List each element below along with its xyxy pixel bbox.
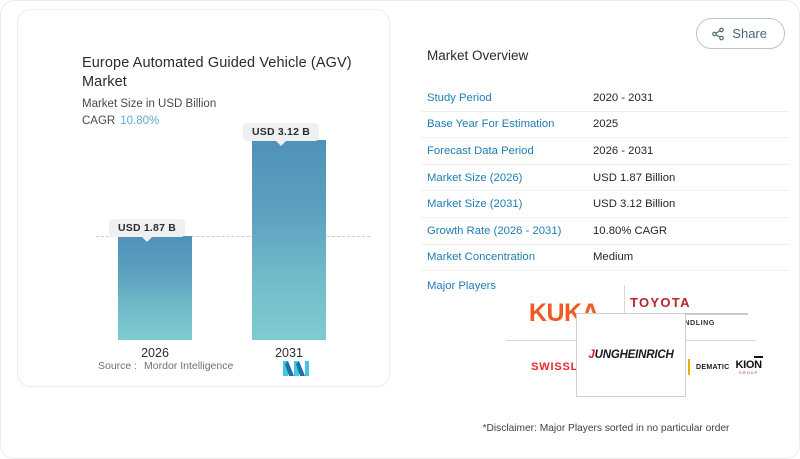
cagr-label: CAGR: [82, 115, 116, 127]
chart-source: Source : Mordor Intelligence: [98, 360, 233, 372]
major-players-logo-grid: KUKA TOYOTA MATERIAL HANDLING SWISSLOG J…: [506, 285, 763, 397]
row-value: USD 1.87 Billion: [593, 171, 676, 184]
mordor-intelligence-logo: [283, 361, 309, 376]
disclaimer-text: *Disclaimer: Major Players sorted in no …: [482, 423, 730, 434]
row-value: 2020 - 2031: [593, 91, 654, 104]
dematic-accent-bar: [688, 359, 690, 375]
kion-logo-bar: [753, 356, 763, 358]
kion-group-logo: KION GROUP: [735, 356, 763, 375]
table-row: Market Size (2031) USD 3.12 Billion: [421, 191, 789, 218]
kion-logo-name: KION: [735, 359, 762, 371]
row-key: Base Year For Estimation: [427, 118, 555, 131]
source-name: Mordor Intelligence: [144, 360, 234, 372]
table-row: Study Period 2020 - 2031: [421, 85, 789, 112]
table-row: Market Concentration Medium: [421, 245, 789, 272]
row-key: Market Size (2026): [427, 171, 523, 184]
row-key: Market Size (2031): [427, 198, 523, 211]
kion-logo-subtitle: GROUP: [739, 371, 759, 375]
row-value: USD 3.12 Billion: [593, 198, 676, 211]
share-icon: [712, 27, 725, 40]
row-value: Medium: [593, 251, 634, 264]
major-players-row: Major Players: [421, 271, 789, 301]
bar-label-2026: USD 1.87 B: [109, 219, 186, 242]
cagr-row: CAGR 10.80%: [82, 115, 159, 127]
row-key: Market Concentration: [427, 251, 535, 264]
cagr-value: 10.80%: [120, 115, 160, 127]
jungheinrich-logo: JUNGHEINRICH: [576, 313, 686, 397]
market-overview-table: Study Period 2020 - 2031 Base Year For E…: [421, 85, 789, 301]
row-value: 2025: [593, 118, 619, 131]
bar-2026[interactable]: [118, 236, 192, 340]
table-row: Forecast Data Period 2026 - 2031: [421, 138, 789, 165]
row-value: 2026 - 2031: [593, 144, 654, 157]
market-overview-title: Market Overview: [427, 48, 529, 63]
row-key: Forecast Data Period: [427, 144, 534, 157]
table-row: Growth Rate (2026 - 2031) 10.80% CAGR: [421, 218, 789, 245]
jungheinrich-logo-mark: J: [588, 349, 595, 361]
bar-label-2031: USD 3.12 B: [243, 123, 320, 146]
chart-title: Europe Automated Guided Vehicle (AGV) Ma…: [82, 55, 352, 90]
row-key: Study Period: [427, 91, 492, 104]
row-key: Growth Rate (2026 - 2031): [427, 224, 562, 237]
table-row: Market Size (2026) USD 1.87 Billion: [421, 165, 789, 192]
toyota-logo-rule: [630, 313, 748, 315]
row-value: 10.80% CAGR: [593, 224, 668, 237]
source-label: Source :: [98, 360, 138, 372]
toyota-logo-name: TOYOTA: [630, 295, 691, 310]
x-axis-tick-2031: 2031: [275, 346, 303, 360]
bar-chart-plot-area: USD 1.87 B USD 3.12 B 2026 2031: [82, 123, 372, 360]
share-button-label: Share: [732, 26, 767, 41]
jungheinrich-logo-text: JUNGHEINRICH: [588, 349, 673, 361]
jungheinrich-logo-word: UNGHEINRICH: [594, 349, 674, 361]
reference-dashed-line: [96, 236, 370, 237]
bar-2031[interactable]: [252, 140, 326, 340]
major-players-label: Major Players: [427, 280, 497, 293]
dematic-logo: DEMATIC: [696, 363, 730, 371]
share-button[interactable]: Share: [696, 18, 785, 49]
dematic-kion-logo: DEMATIC KION GROUP: [688, 356, 763, 375]
chart-subtitle: Market Size in USD Billion: [82, 98, 217, 110]
chart-card: Europe Automated Guided Vehicle (AGV) Ma…: [17, 9, 390, 387]
x-axis-tick-2026: 2026: [141, 346, 169, 360]
table-row: Base Year For Estimation 2025: [421, 112, 789, 139]
